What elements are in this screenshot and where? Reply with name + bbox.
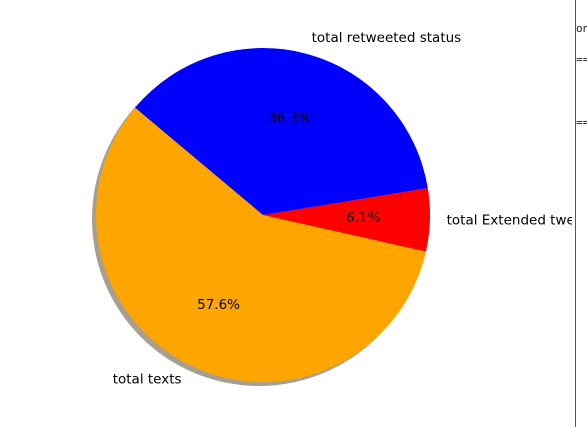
pie-slice-total-texts [96,107,426,382]
pie-labels: 57.6% total texts 6.1% total Extended tweet… [113,30,587,388]
slice-label-total-retweeted-status: total retweeted status [312,30,462,46]
background-text-fragment: == [576,53,587,66]
pie-slice-total-retweeted-status [135,48,428,215]
pie-slices [96,48,431,382]
slice-label-total-extended-tweets: total Extended tweets [447,212,587,228]
pct-label-total-texts: 57.6% [197,297,240,313]
window-border [575,0,576,427]
pct-label-total-retweeted-status: 36.3% [268,110,311,126]
slice-label-total-texts: total texts [113,372,182,388]
background-text-fragment: on [576,22,587,35]
background-window-edge: on == == [572,0,587,427]
background-text-fragment: == [576,116,587,129]
pct-label-total-extended-tweets: 6.1% [346,210,380,226]
pie-slice-total-extended-tweets [263,187,431,252]
